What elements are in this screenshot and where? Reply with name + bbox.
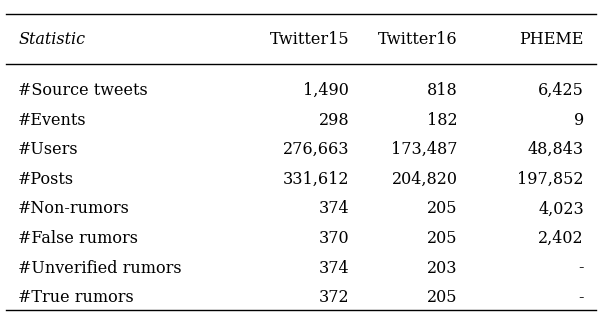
Text: #Unverified rumors: #Unverified rumors — [18, 259, 182, 277]
Text: 9: 9 — [574, 112, 584, 129]
Text: 6,425: 6,425 — [538, 82, 584, 99]
Text: 197,852: 197,852 — [518, 171, 584, 188]
Text: 276,663: 276,663 — [283, 141, 349, 158]
Text: 298: 298 — [318, 112, 349, 129]
Text: 2,402: 2,402 — [538, 230, 584, 247]
Text: 331,612: 331,612 — [283, 171, 349, 188]
Text: 818: 818 — [427, 82, 458, 99]
Text: Twitter16: Twitter16 — [378, 31, 458, 48]
Text: 205: 205 — [427, 200, 458, 218]
Text: #Posts: #Posts — [18, 171, 74, 188]
Text: #Source tweets: #Source tweets — [18, 82, 148, 99]
Text: 205: 205 — [427, 289, 458, 306]
Text: Statistic: Statistic — [18, 31, 85, 48]
Text: #False rumors: #False rumors — [18, 230, 138, 247]
Text: #Users: #Users — [18, 141, 79, 158]
Text: 182: 182 — [427, 112, 458, 129]
Text: 372: 372 — [318, 289, 349, 306]
Text: 374: 374 — [318, 200, 349, 218]
Text: #Non-rumors: #Non-rumors — [18, 200, 130, 218]
Text: 205: 205 — [427, 230, 458, 247]
Text: 374: 374 — [318, 259, 349, 277]
Text: 204,820: 204,820 — [391, 171, 458, 188]
Text: #Events: #Events — [18, 112, 87, 129]
Text: -: - — [579, 289, 584, 306]
Text: 48,843: 48,843 — [528, 141, 584, 158]
Text: 4,023: 4,023 — [538, 200, 584, 218]
Text: -: - — [579, 259, 584, 277]
Text: PHEME: PHEME — [520, 31, 584, 48]
Text: 203: 203 — [427, 259, 458, 277]
Text: #True rumors: #True rumors — [18, 289, 134, 306]
Text: 370: 370 — [318, 230, 349, 247]
Text: Twitter15: Twitter15 — [270, 31, 349, 48]
Text: 173,487: 173,487 — [391, 141, 458, 158]
Text: 1,490: 1,490 — [303, 82, 349, 99]
